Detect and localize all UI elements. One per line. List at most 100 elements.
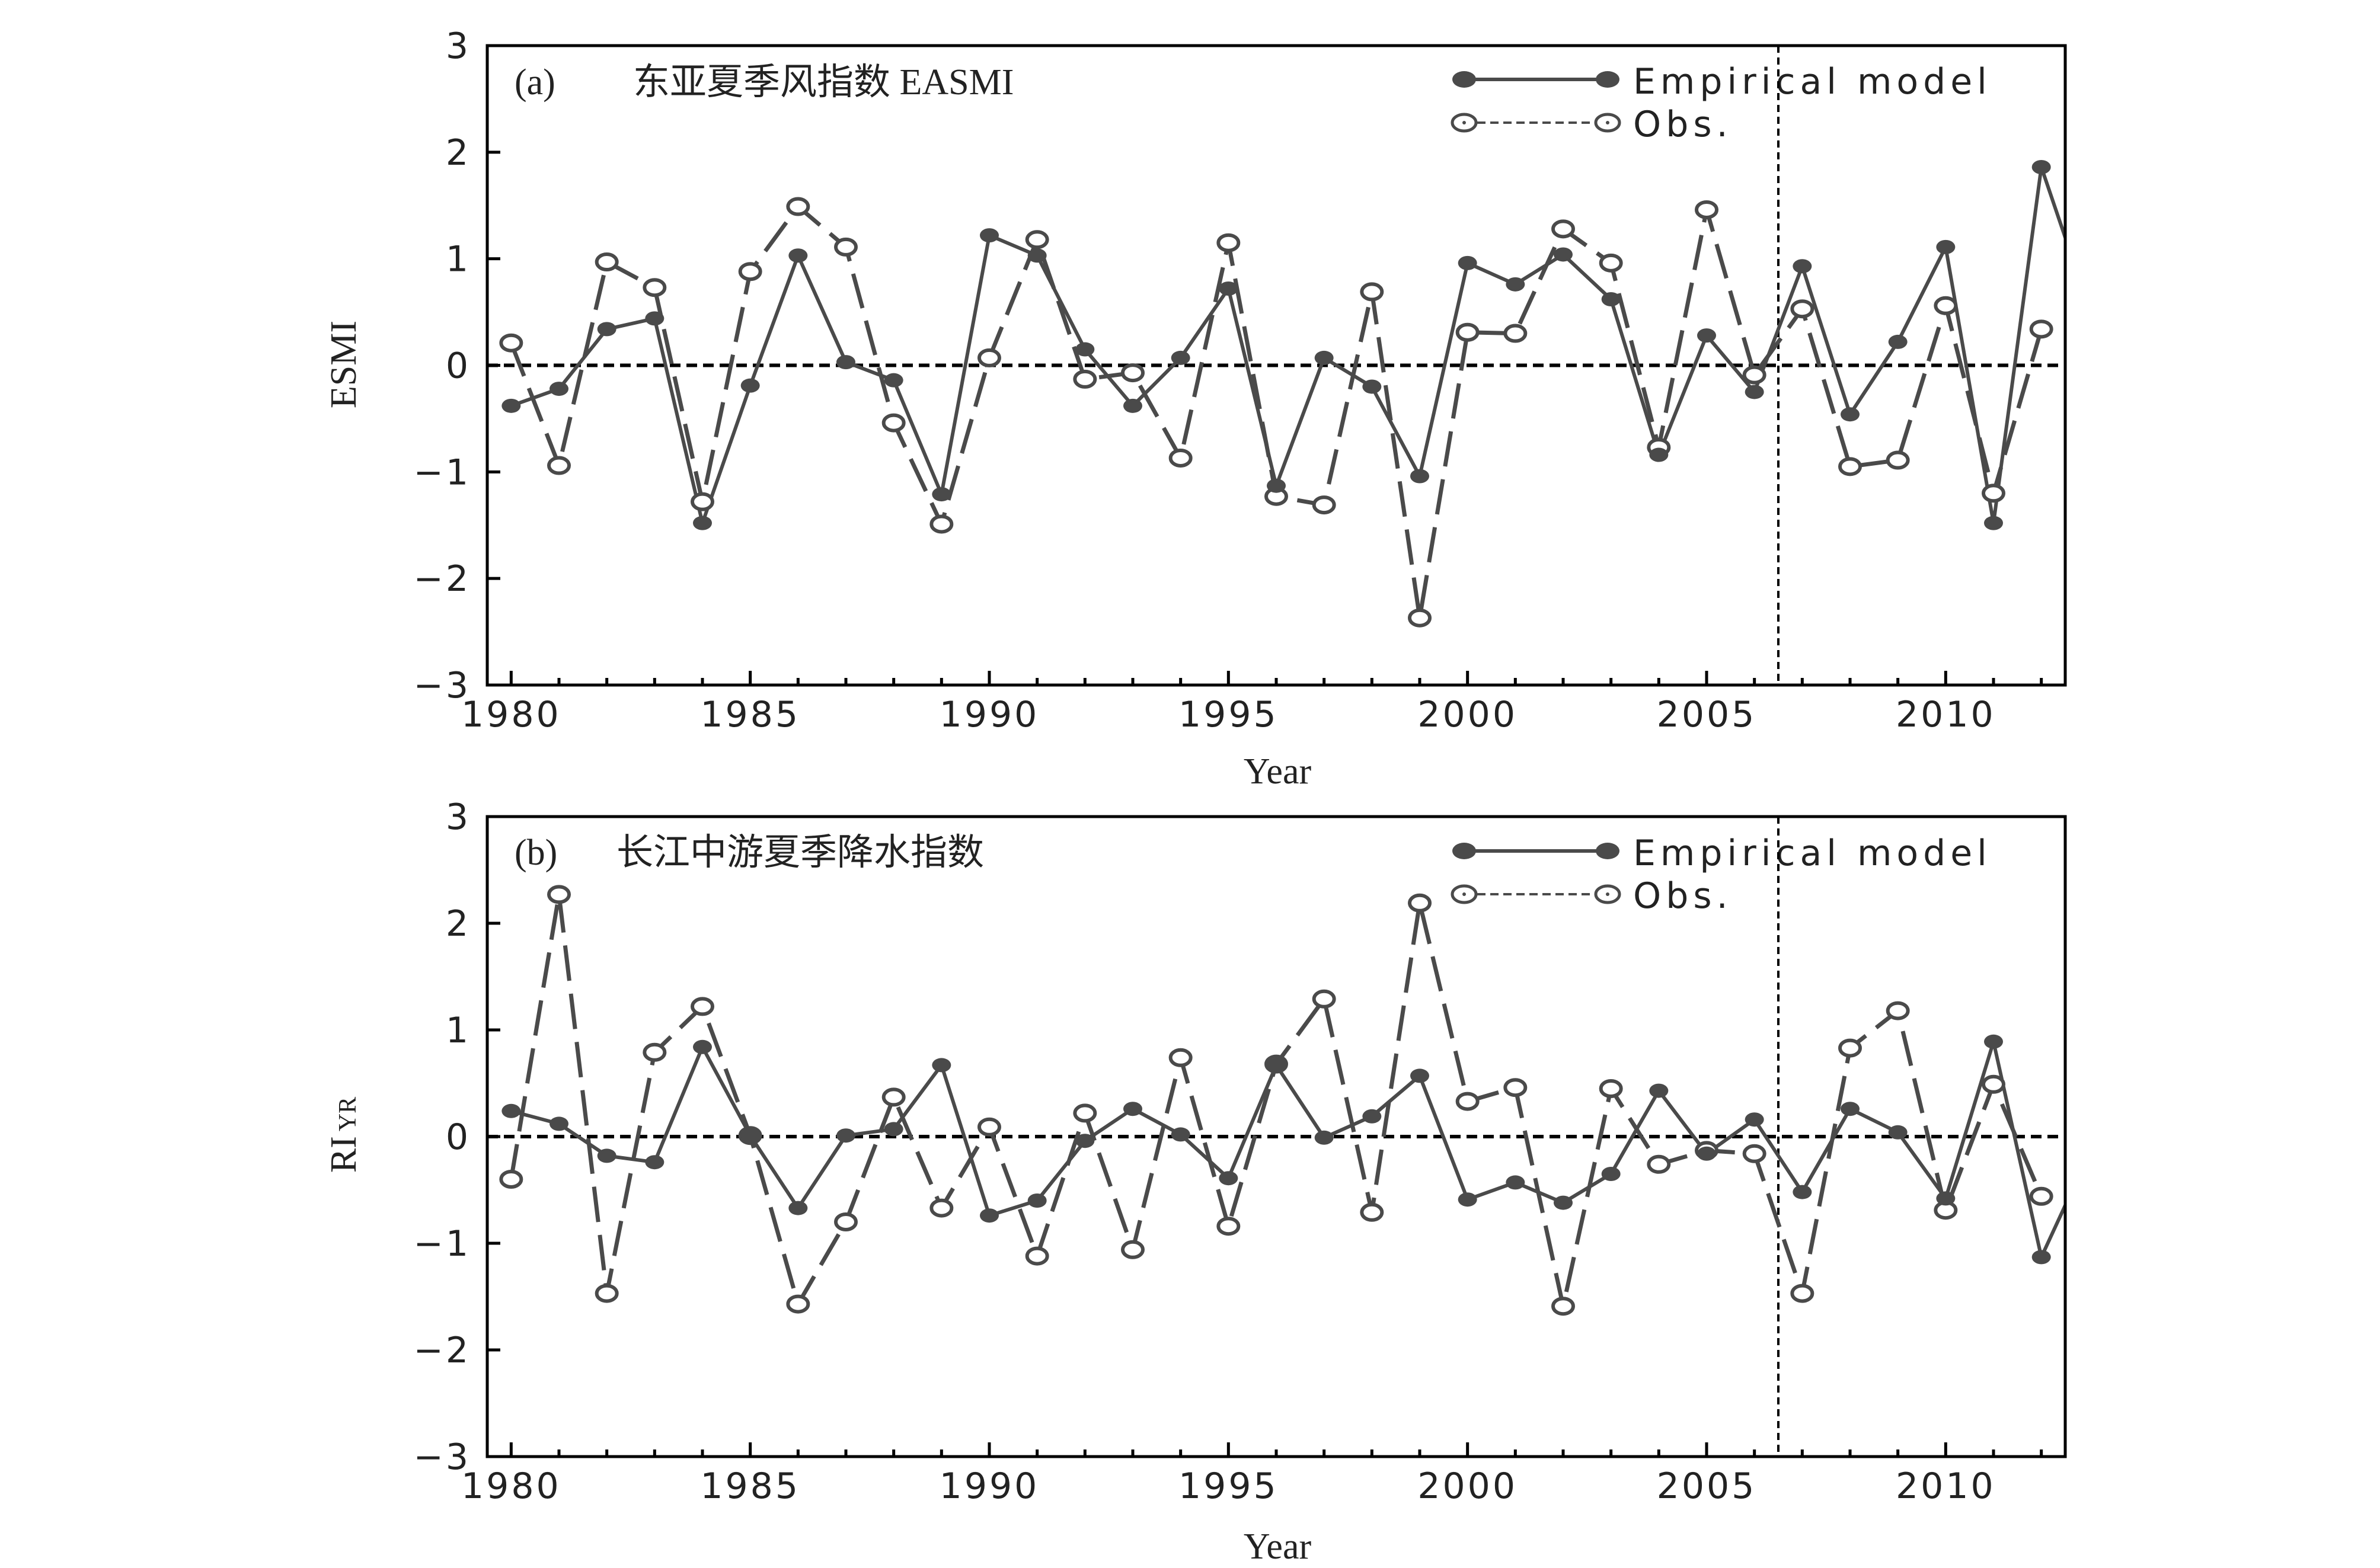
y-axis-title: RIYR xyxy=(324,1097,364,1173)
plot-area xyxy=(499,885,2065,1316)
x-tick-label: 1980 xyxy=(461,694,561,735)
data-point-obs xyxy=(2029,1186,2053,1206)
data-point-obs xyxy=(1599,1079,1623,1098)
data-point-obs xyxy=(929,514,954,534)
data-point-empirical-model xyxy=(740,1128,760,1143)
data-point-empirical-model xyxy=(1601,292,1621,307)
data-point-empirical-model xyxy=(1697,1146,1716,1161)
data-point-obs xyxy=(547,456,571,475)
data-point-obs xyxy=(1647,1154,1671,1174)
data-point-obs xyxy=(1982,1074,2005,1094)
series-line-empirical-model xyxy=(510,1039,2065,1259)
panel-title: 东亚夏季风指数 EASMI xyxy=(633,62,1014,103)
data-point-obs xyxy=(1503,324,1528,343)
data-point-obs xyxy=(1455,1092,1480,1111)
data-point-obs xyxy=(1216,1217,1241,1236)
data-point-empirical-model xyxy=(1697,328,1716,343)
x-tick-label: 1985 xyxy=(700,1465,800,1507)
data-point-empirical-model xyxy=(1745,385,1764,399)
data-point-obs xyxy=(1982,484,2005,503)
data-point-empirical-model xyxy=(980,228,999,243)
data-point-obs xyxy=(1742,1144,1766,1163)
data-point-obs xyxy=(1360,1202,1384,1222)
data-point-obs xyxy=(691,492,714,511)
x-tick-label: 2000 xyxy=(1417,694,1518,735)
legend-label-empirical-model: Empirical model xyxy=(1633,833,1992,874)
data-point-obs xyxy=(929,1198,954,1218)
data-point-empirical-model xyxy=(1362,379,1382,394)
data-point-empirical-model xyxy=(1793,1185,1812,1199)
data-point-obs xyxy=(643,278,667,297)
data-point-empirical-model xyxy=(1554,247,1573,262)
y-tick-label: −3 xyxy=(414,665,471,706)
data-point-obs xyxy=(1408,608,1432,628)
y-tick-label: 3 xyxy=(446,796,471,838)
panel-title: 长江中游夏季降水指数 xyxy=(616,833,984,873)
panel-b: (b) 长江中游夏季降水指数 Year RIYR Empirical model… xyxy=(324,796,2067,1567)
y-tick-label: 0 xyxy=(446,345,471,387)
series-line-obs xyxy=(509,892,2043,1308)
data-point-empirical-model xyxy=(645,311,665,326)
data-point-obs xyxy=(1551,1297,1575,1316)
data-point-empirical-model xyxy=(1219,1171,1238,1186)
data-point-obs xyxy=(881,413,906,433)
data-point-empirical-model xyxy=(836,355,855,370)
y-tick-label: −2 xyxy=(414,1330,471,1371)
data-point-empirical-model xyxy=(597,1148,616,1163)
legend-label-empirical-model: Empirical model xyxy=(1633,61,1992,103)
legend-label-obs: Obs. xyxy=(1633,104,1733,145)
data-point-obs xyxy=(786,197,810,216)
data-point-empirical-model xyxy=(1936,239,1956,254)
data-point-obs xyxy=(1360,282,1384,302)
x-axis-title: Year xyxy=(1244,1527,1312,1567)
data-point-obs xyxy=(1838,457,1862,476)
data-point-obs xyxy=(977,348,1001,367)
data-point-empirical-model xyxy=(1506,277,1525,292)
data-point-obs xyxy=(1838,1038,1862,1058)
data-point-empirical-model xyxy=(645,1155,665,1170)
data-point-obs xyxy=(834,237,858,257)
x-tick-label: 1990 xyxy=(940,1465,1040,1507)
data-point-empirical-model xyxy=(693,1039,712,1054)
data-point-empirical-model xyxy=(1123,1102,1142,1116)
data-point-obs xyxy=(1695,200,1718,219)
data-point-empirical-model xyxy=(932,487,951,502)
data-point-obs xyxy=(1551,219,1575,239)
legend-marker-empirical-model xyxy=(1596,71,1619,88)
data-point-empirical-model xyxy=(932,1058,951,1073)
x-tick-label: 2010 xyxy=(1896,1465,1996,1507)
y-tick-label: −1 xyxy=(414,452,471,493)
data-point-obs xyxy=(1121,1240,1145,1259)
data-point-obs xyxy=(1599,253,1623,273)
data-point-obs xyxy=(1312,989,1336,1009)
data-point-obs xyxy=(1025,1246,1049,1266)
data-point-empirical-model xyxy=(1506,1175,1525,1190)
data-point-empirical-model xyxy=(2031,160,2051,175)
x-tick-label: 1980 xyxy=(461,1465,561,1507)
x-tick-label: 2005 xyxy=(1657,694,1757,735)
data-point-empirical-model xyxy=(1267,1058,1286,1073)
data-point-obs xyxy=(1168,448,1193,468)
y-tick-label: 3 xyxy=(446,25,471,67)
data-point-empirical-model xyxy=(788,248,808,263)
data-point-obs xyxy=(881,1087,906,1107)
data-point-obs xyxy=(1886,450,1910,470)
series-line-empirical-model xyxy=(510,165,2065,525)
data-point-obs xyxy=(691,997,714,1016)
data-point-empirical-model xyxy=(836,1128,855,1143)
data-point-empirical-model xyxy=(1027,248,1047,263)
data-point-obs xyxy=(1408,893,1432,913)
data-point-empirical-model xyxy=(1410,1068,1429,1083)
legend-marker-empirical-model xyxy=(1452,843,1476,859)
data-point-empirical-model xyxy=(501,398,521,413)
legend-marker-empirical-model xyxy=(1596,843,1619,859)
y-tick-label: −1 xyxy=(414,1223,471,1265)
data-point-obs xyxy=(1121,363,1145,383)
data-point-obs xyxy=(1790,1284,1814,1303)
y-tick-label: −2 xyxy=(414,558,471,600)
data-point-empirical-model xyxy=(550,382,568,396)
data-point-empirical-model xyxy=(1267,478,1286,493)
data-point-empirical-model xyxy=(2079,300,2098,315)
data-point-obs xyxy=(643,1042,667,1062)
